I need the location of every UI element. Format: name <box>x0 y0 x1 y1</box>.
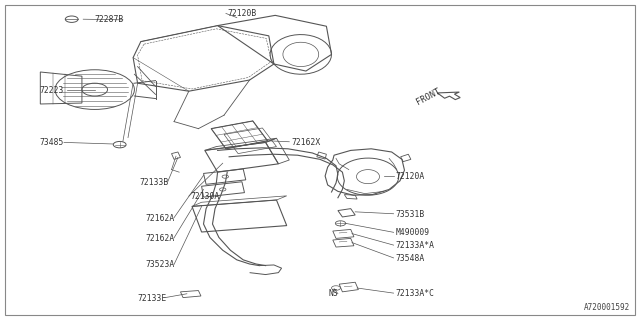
Text: 72162X: 72162X <box>291 138 321 147</box>
Text: 72133A*C: 72133A*C <box>396 289 435 298</box>
Text: 72120B: 72120B <box>227 9 257 18</box>
Text: 72162A: 72162A <box>146 234 175 243</box>
Text: 73531B: 73531B <box>396 210 425 219</box>
Text: 72133A*A: 72133A*A <box>396 241 435 250</box>
Text: A720001592: A720001592 <box>584 303 630 312</box>
Text: 73523A: 73523A <box>146 260 175 269</box>
Text: 72162A: 72162A <box>146 214 175 223</box>
Text: 72287B: 72287B <box>95 15 124 24</box>
Text: 73485: 73485 <box>40 138 64 147</box>
Text: 72133E: 72133E <box>138 294 167 303</box>
Text: 73548A: 73548A <box>396 254 425 263</box>
Text: M490009: M490009 <box>396 228 429 237</box>
Text: 72223: 72223 <box>40 86 64 95</box>
Text: 72120A: 72120A <box>396 172 425 181</box>
Text: FRONT: FRONT <box>415 86 442 107</box>
Text: 72130A: 72130A <box>191 192 220 201</box>
Text: 72133B: 72133B <box>140 178 169 187</box>
Text: NS: NS <box>328 289 338 298</box>
